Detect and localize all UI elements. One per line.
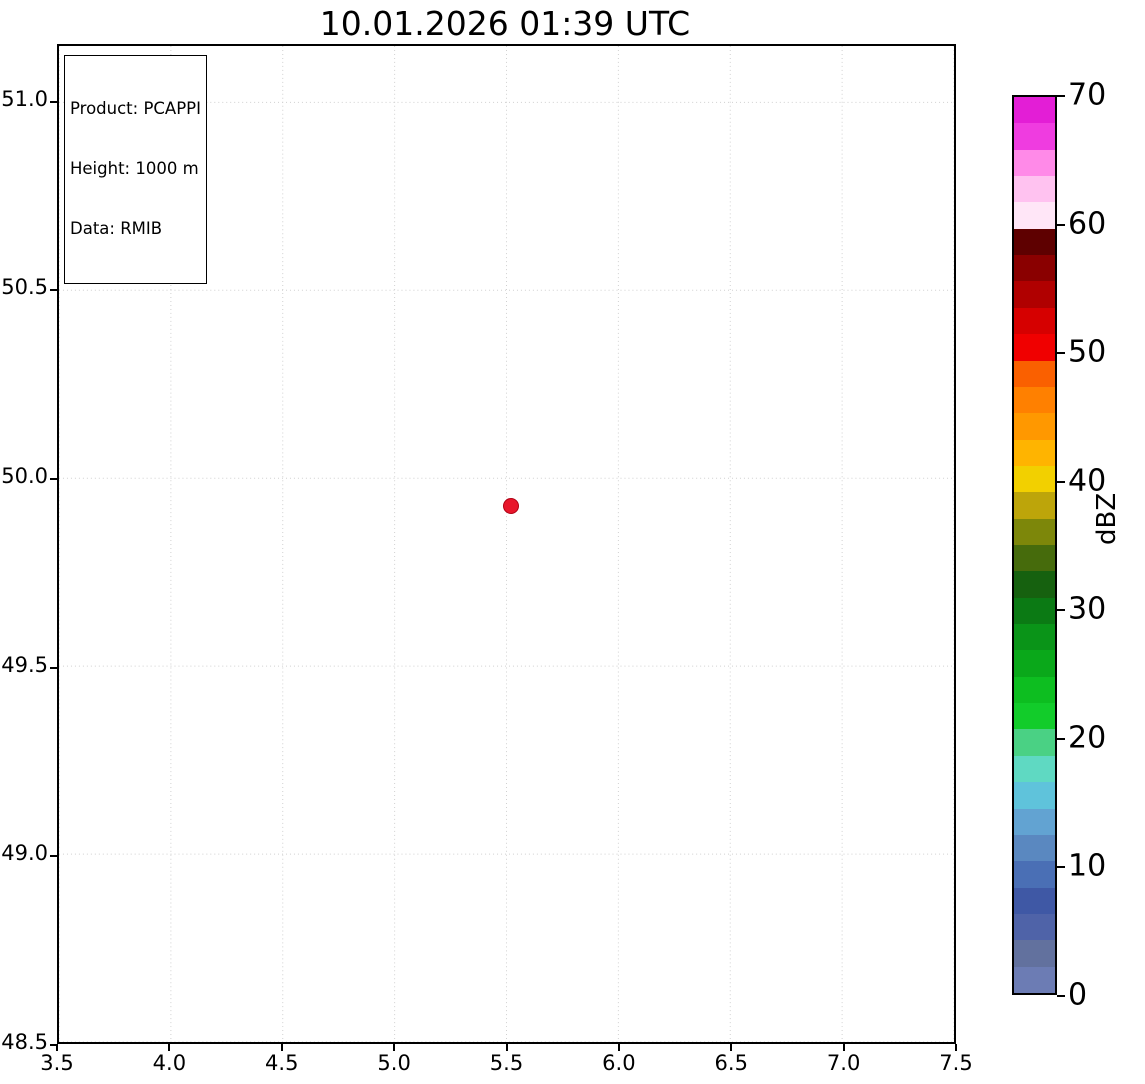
colorbar-band (1014, 623, 1055, 651)
colorbar-band (1014, 781, 1055, 809)
x-tick-mark (730, 1044, 733, 1051)
colorbar-band (1014, 122, 1055, 150)
colorbar-band (1014, 412, 1055, 440)
colorbar-tick-label: 0 (1068, 977, 1088, 1013)
x-tick-mark (505, 1044, 508, 1051)
colorbar-tick-mark (1057, 480, 1065, 483)
colorbar-tick-label: 10 (1068, 848, 1107, 884)
colorbar-tick-label: 40 (1068, 463, 1107, 499)
y-axis-tick-labels: 48.5 49.0 49.5 50.0 50.5 51.0 (0, 0, 48, 1084)
y-tick-mark (50, 666, 57, 669)
colorbar-tick-mark (1057, 995, 1065, 997)
info-product-line: Product: PCAPPI (70, 99, 201, 118)
colorbar-band (1014, 860, 1055, 888)
colorbar-tick-label: 60 (1068, 206, 1107, 242)
colorbar-band (1014, 913, 1055, 941)
x-tick-label: 6.5 (714, 1051, 748, 1075)
x-tick-mark (393, 1044, 396, 1051)
colorbar-band (1014, 439, 1055, 466)
y-tick-mark (50, 100, 57, 103)
colorbar-tick-mark (1057, 95, 1065, 97)
colorbar-tick-mark (1057, 866, 1065, 869)
colorbar-band (1014, 465, 1055, 493)
colorbar-band (1014, 544, 1055, 572)
map-axes[interactable] (57, 44, 956, 1044)
y-tick-mark (50, 477, 57, 480)
colorbar-band (1014, 518, 1055, 545)
x-tick-mark (280, 1044, 283, 1051)
colorbar-band (1014, 359, 1055, 387)
y-tick-label: 50.0 (1, 463, 48, 488)
colorbar-band (1014, 728, 1055, 756)
x-tick-mark (56, 1044, 58, 1051)
x-tick-label: 4.0 (152, 1051, 187, 1075)
y-tick-mark (50, 1044, 57, 1046)
colorbar-tick-label: 30 (1068, 591, 1107, 627)
colorbar-tick-mark (1057, 609, 1065, 612)
colorbar-band (1014, 201, 1055, 229)
colorbar-band (1014, 280, 1055, 308)
colorbar-band (1014, 887, 1055, 914)
colorbar-band (1014, 307, 1055, 335)
y-tick-label: 50.5 (1, 275, 48, 300)
colorbar-band (1014, 149, 1055, 177)
colorbar-band (1014, 649, 1055, 677)
colorbar-band (1014, 834, 1055, 862)
colorbar-band (1014, 702, 1055, 730)
y-tick-label: 51.0 (1, 86, 48, 111)
product-info-box: Product: PCAPPI Height: 1000 m Data: RMI… (64, 55, 207, 284)
colorbar-band (1014, 597, 1055, 625)
x-tick-label: 6.0 (602, 1051, 636, 1075)
y-tick-label: 49.5 (1, 652, 48, 677)
info-height-line: Height: 1000 m (70, 159, 199, 178)
y-tick-label: 48.5 (1, 1030, 48, 1054)
colorbar-band (1014, 333, 1055, 361)
colorbar-axis-label: dBZ (1092, 492, 1122, 545)
x-tick-label: 7.5 (939, 1051, 973, 1075)
colorbar-band (1014, 939, 1055, 967)
x-axis-tick-labels: 3.5 4.0 4.5 5.0 5.5 6.0 6.5 7.0 7.5 (0, 1051, 1145, 1081)
x-tick-label: 7.0 (826, 1051, 861, 1075)
x-tick-mark (168, 1044, 171, 1051)
colorbar-band (1014, 491, 1055, 519)
colorbar-band (1014, 386, 1055, 414)
info-data-line: Data: RMIB (70, 219, 163, 238)
x-tick-label: 5.0 (377, 1051, 411, 1075)
colorbar-band (1014, 254, 1055, 282)
radar-site-marker[interactable] (502, 498, 519, 515)
x-tick-label: 3.5 (40, 1051, 74, 1075)
colorbar-band (1014, 570, 1055, 598)
x-tick-label: 5.5 (489, 1051, 524, 1075)
colorbar-tick-mark (1057, 737, 1065, 740)
colorbar-band (1014, 966, 1055, 993)
colorbar-band (1014, 755, 1055, 783)
x-tick-mark (842, 1044, 845, 1051)
y-tick-mark (50, 289, 57, 292)
colorbar-tick-label: 20 (1068, 720, 1107, 756)
x-tick-mark (955, 1044, 957, 1051)
x-tick-label: 4.5 (265, 1051, 299, 1075)
colorbar-band (1014, 228, 1055, 256)
colorbar-tick-label: 70 (1068, 77, 1107, 113)
page-title: 10.01.2026 01:39 UTC (319, 4, 691, 43)
colorbar-tick-mark (1057, 352, 1065, 355)
colorbar-tick-mark (1057, 223, 1065, 226)
colorbar (1012, 95, 1057, 995)
colorbar-tick-label: 50 (1068, 334, 1107, 370)
colorbar-band (1014, 807, 1055, 835)
colorbar-band (1014, 676, 1055, 704)
colorbar-band (1014, 175, 1055, 203)
y-tick-mark (50, 855, 57, 858)
y-tick-label: 49.0 (1, 841, 48, 866)
colorbar-band (1014, 97, 1055, 124)
x-tick-mark (617, 1044, 620, 1051)
